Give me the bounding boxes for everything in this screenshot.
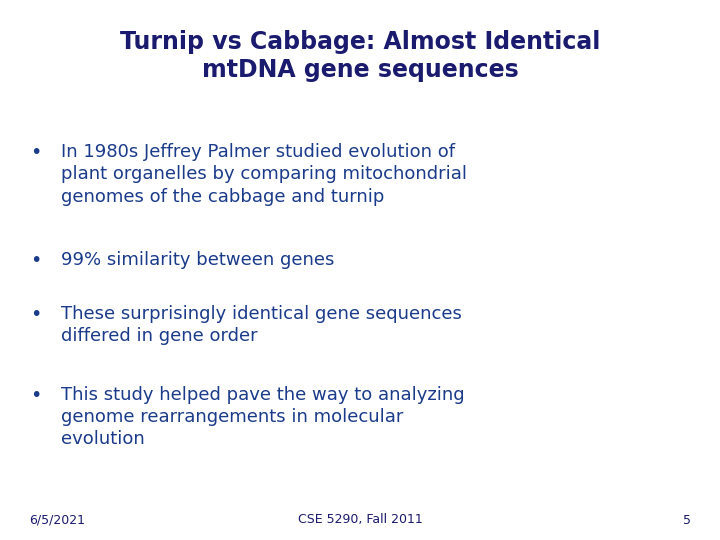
Text: 6/5/2021: 6/5/2021 <box>29 514 85 526</box>
Text: These surprisingly identical gene sequences
differed in gene order: These surprisingly identical gene sequen… <box>61 305 462 345</box>
Text: CSE 5290, Fall 2011: CSE 5290, Fall 2011 <box>297 514 423 526</box>
Text: •: • <box>30 143 42 162</box>
Text: 99% similarity between genes: 99% similarity between genes <box>61 251 335 269</box>
Text: This study helped pave the way to analyzing
genome rearrangements in molecular
e: This study helped pave the way to analyz… <box>61 386 465 449</box>
Text: •: • <box>30 386 42 405</box>
Text: •: • <box>30 305 42 324</box>
Text: 5: 5 <box>683 514 691 526</box>
Text: •: • <box>30 251 42 270</box>
Text: In 1980s Jeffrey Palmer studied evolution of
plant organelles by comparing mitoc: In 1980s Jeffrey Palmer studied evolutio… <box>61 143 467 206</box>
Text: Turnip vs Cabbage: Almost Identical
mtDNA gene sequences: Turnip vs Cabbage: Almost Identical mtDN… <box>120 30 600 83</box>
